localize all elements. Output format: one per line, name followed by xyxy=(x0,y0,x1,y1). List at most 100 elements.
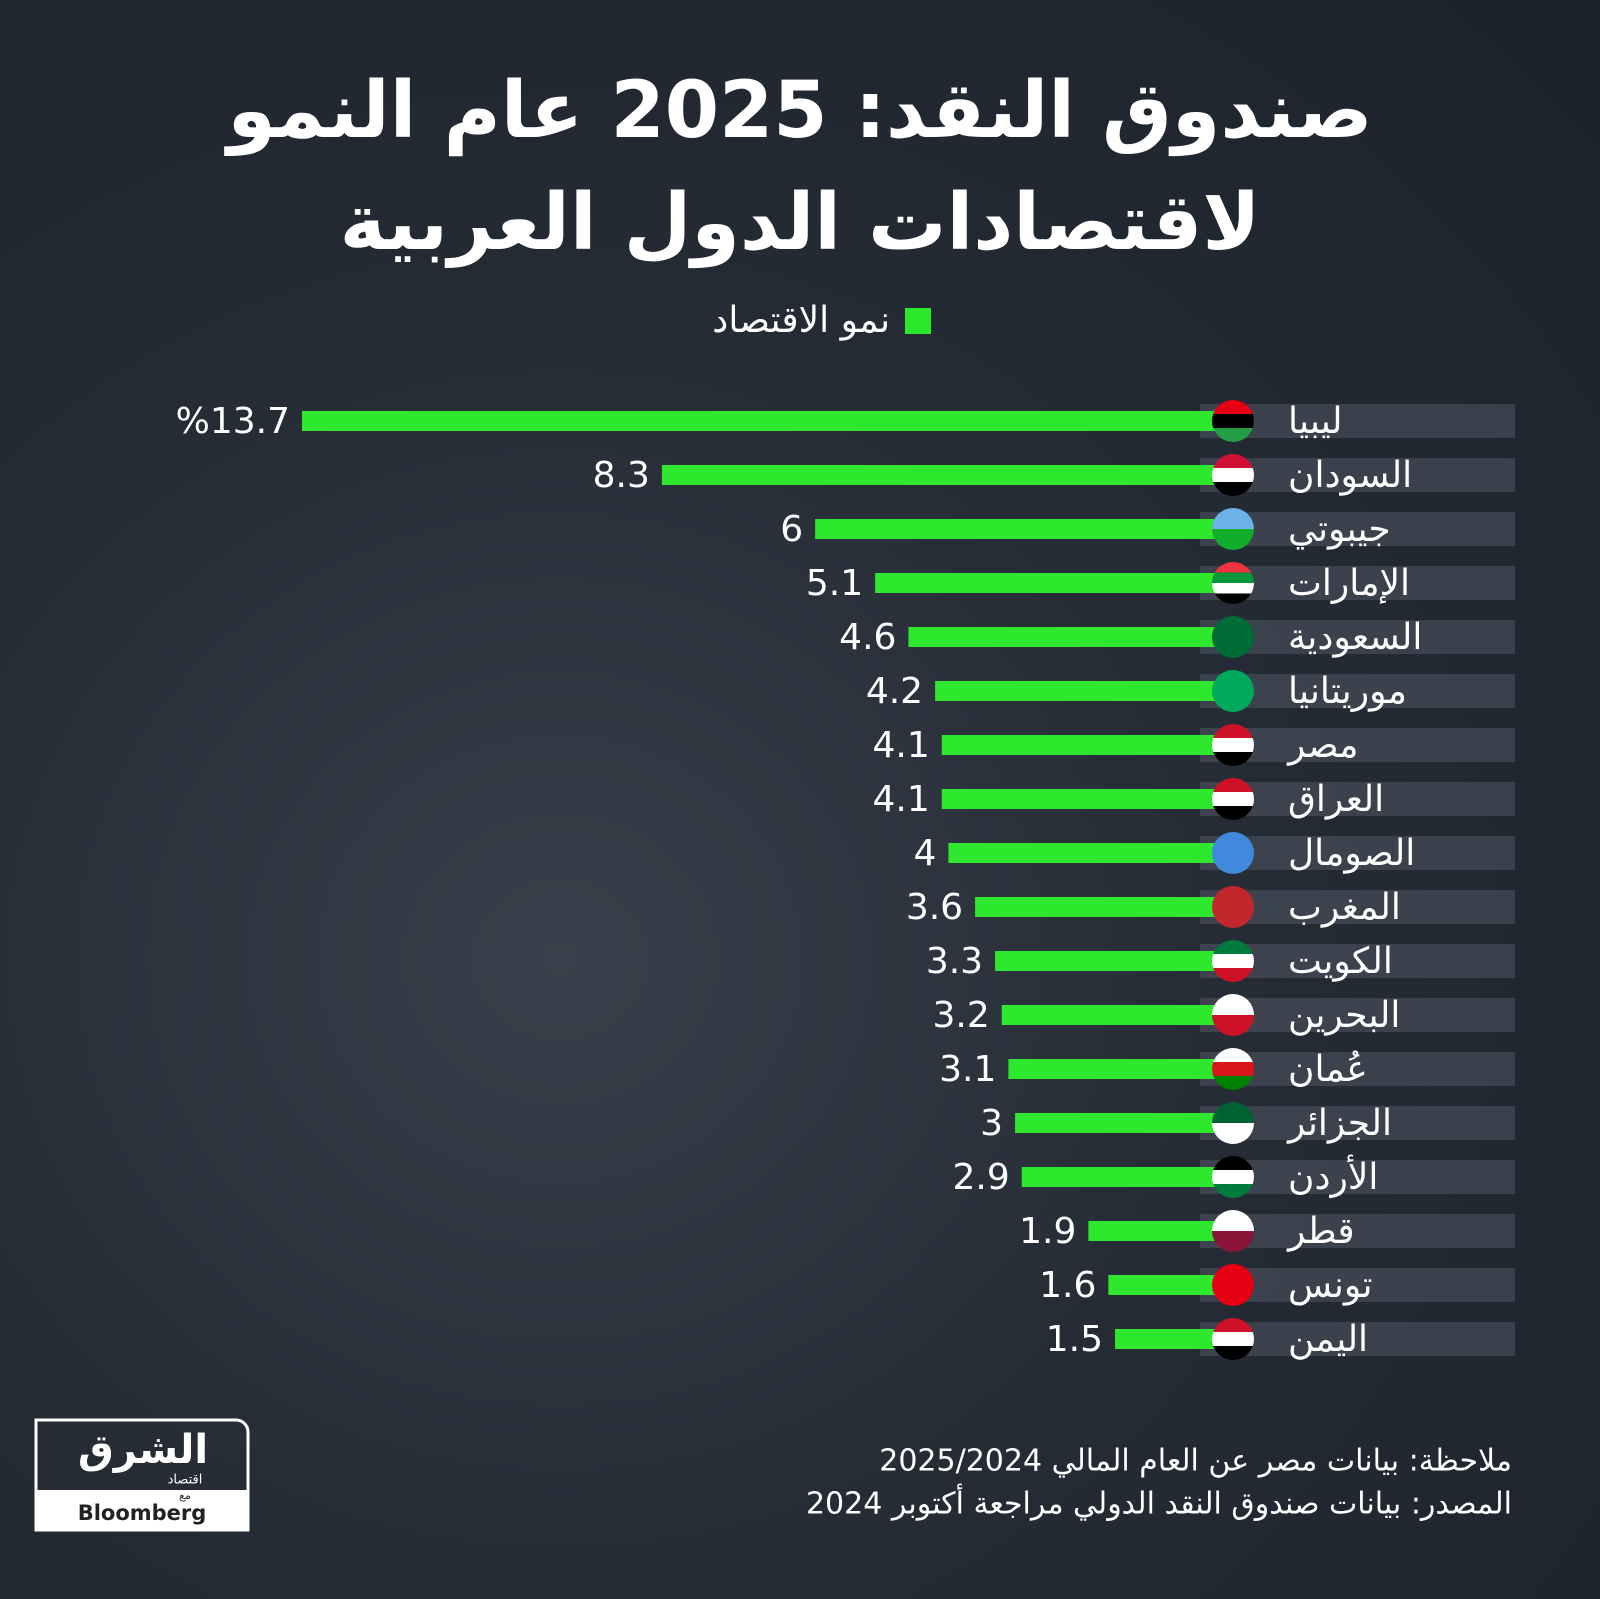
logo-partner: Bloomberg xyxy=(78,1501,207,1525)
bar xyxy=(935,681,1215,701)
flag-stripe xyxy=(1212,468,1254,483)
flag-stripe xyxy=(1212,1062,1254,1077)
flag-stripe xyxy=(1212,482,1254,496)
flag-stripe xyxy=(1212,1048,1254,1063)
logo-with: مع xyxy=(179,1489,191,1502)
flag xyxy=(1212,616,1254,658)
flag xyxy=(1212,1156,1254,1198)
flag-stripe xyxy=(1212,1332,1254,1347)
flag-stripe xyxy=(1212,738,1254,753)
flag-stripe xyxy=(1212,529,1254,550)
flag-stripe xyxy=(1212,1076,1254,1090)
value-label: 6 xyxy=(780,509,803,550)
flag xyxy=(1212,778,1254,820)
value-label: 2.9 xyxy=(952,1157,1009,1198)
bar xyxy=(875,573,1215,593)
flag-stripe xyxy=(1212,778,1254,793)
flag-stripe xyxy=(1212,414,1254,429)
bar xyxy=(1115,1329,1215,1349)
category-label: ليبيا xyxy=(1288,401,1343,442)
flag-stripe xyxy=(1212,1231,1254,1252)
flag-stripe xyxy=(1212,616,1254,658)
flag xyxy=(1212,1264,1254,1306)
flag-stripe xyxy=(1212,583,1254,594)
flag xyxy=(1212,994,1254,1036)
category-label: السعودية xyxy=(1288,617,1422,658)
value-label: %13.7 xyxy=(176,401,290,442)
category-label: اليمن xyxy=(1288,1319,1368,1360)
flag xyxy=(1212,1318,1254,1360)
flag-stripe xyxy=(1212,1184,1254,1198)
category-label: الصومال xyxy=(1288,833,1415,874)
flag xyxy=(1212,1210,1254,1252)
value-label: 1.9 xyxy=(1019,1211,1076,1252)
value-label: 5.1 xyxy=(806,563,863,604)
flag-stripe xyxy=(1212,1156,1254,1171)
flag xyxy=(1212,508,1254,550)
flag-stripe xyxy=(1212,724,1254,739)
flag-stripe xyxy=(1212,428,1254,442)
flag-stripe xyxy=(1212,806,1254,820)
category-label: السودان xyxy=(1288,455,1412,496)
flag xyxy=(1212,1102,1254,1144)
value-label: 1.6 xyxy=(1039,1265,1096,1306)
category-label: عُمان xyxy=(1288,1049,1368,1090)
value-label: 4.6 xyxy=(839,617,896,658)
category-label: قطر xyxy=(1286,1211,1355,1252)
flag xyxy=(1212,562,1254,604)
value-label: 3.3 xyxy=(926,941,983,982)
category-label: جيبوتي xyxy=(1288,509,1391,550)
bar xyxy=(661,465,1215,485)
flag-stripe xyxy=(1212,954,1254,969)
bar xyxy=(1008,1059,1215,1079)
bar xyxy=(815,519,1215,539)
bar xyxy=(1015,1113,1215,1133)
flag-stripe xyxy=(1212,572,1254,584)
flag-stripe xyxy=(1212,752,1254,766)
logo-band xyxy=(36,1490,248,1530)
flag-stripe xyxy=(1212,1210,1254,1232)
bar xyxy=(941,735,1215,755)
note: ملاحظة: بيانات مصر عن العام المالي 2025/… xyxy=(879,1444,1512,1479)
legend-label: نمو الاقتصاد xyxy=(712,300,890,341)
legend-swatch xyxy=(905,308,931,334)
flag xyxy=(1212,832,1254,874)
flag xyxy=(1212,1048,1254,1090)
category-label: الأردن xyxy=(1288,1154,1378,1198)
flag-stripe xyxy=(1212,1346,1254,1360)
category-label: الإمارات xyxy=(1288,563,1410,604)
value-label: 4.2 xyxy=(866,671,923,712)
flag xyxy=(1212,724,1254,766)
flag-stripe xyxy=(1212,670,1254,712)
flag-stripe xyxy=(1212,1170,1254,1185)
flag-stripe xyxy=(1212,454,1254,469)
flag-stripe xyxy=(1212,1264,1254,1306)
flag-stripe xyxy=(1212,400,1254,415)
bar xyxy=(995,951,1215,971)
value-label: 3.1 xyxy=(939,1049,996,1090)
logo-sub: اقتصاد xyxy=(168,1473,203,1488)
value-label: 1.5 xyxy=(1046,1319,1103,1360)
flag-stripe xyxy=(1212,562,1254,573)
bar xyxy=(948,843,1215,863)
flag xyxy=(1212,886,1254,928)
bar xyxy=(908,627,1215,647)
bar xyxy=(1088,1221,1215,1241)
bar xyxy=(302,411,1215,431)
flag-stripe xyxy=(1212,968,1254,982)
value-label: 3.6 xyxy=(906,887,963,928)
value-label: 4 xyxy=(914,833,937,874)
category-label: العراق xyxy=(1288,779,1384,820)
category-label: موريتانيا xyxy=(1288,671,1407,712)
value-label: 8.3 xyxy=(593,455,650,496)
chart-title: صندوق النقد: 2025 عام النمو لاقتصادات ال… xyxy=(227,66,1373,268)
bar xyxy=(941,789,1215,809)
category-label: مصر xyxy=(1286,725,1358,766)
flag-stripe xyxy=(1212,994,1254,1016)
flag xyxy=(1212,400,1254,442)
flag-stripe xyxy=(1212,792,1254,807)
value-label: 4.1 xyxy=(873,725,930,766)
flag-stripe xyxy=(1212,508,1254,530)
